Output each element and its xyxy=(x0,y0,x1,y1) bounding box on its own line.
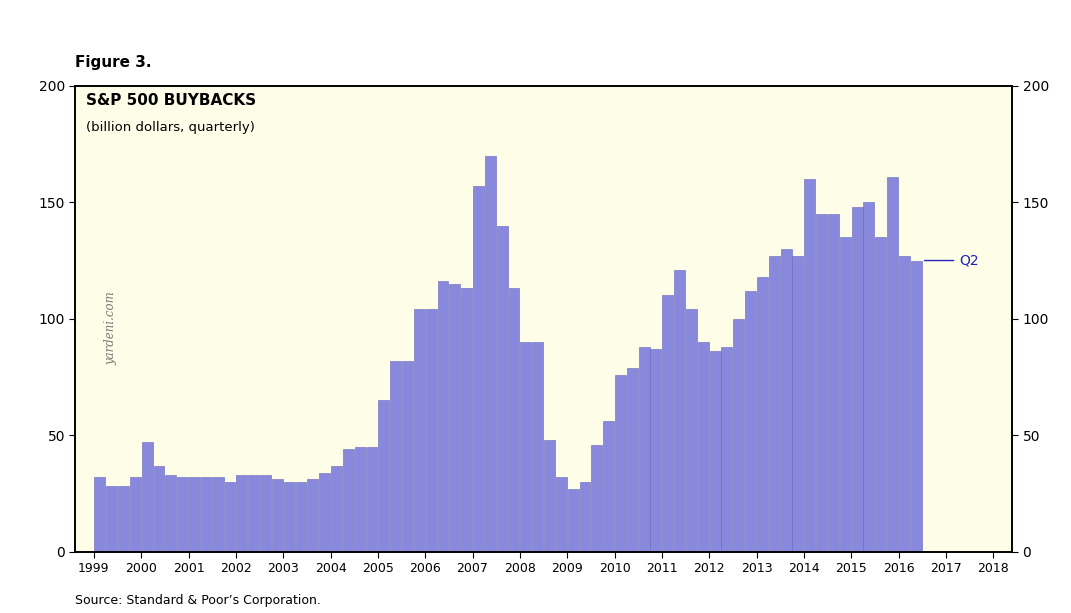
Bar xyxy=(804,179,815,552)
Bar xyxy=(828,214,839,552)
Bar xyxy=(284,482,295,552)
Bar xyxy=(462,289,472,552)
Bar xyxy=(355,447,365,552)
Bar xyxy=(165,475,177,552)
Bar xyxy=(497,226,508,552)
Bar xyxy=(579,482,590,552)
Bar xyxy=(603,421,614,552)
Bar xyxy=(698,342,709,552)
Bar xyxy=(319,473,330,552)
Bar xyxy=(473,186,484,552)
Bar xyxy=(863,202,874,552)
Bar xyxy=(177,477,188,552)
Bar xyxy=(260,475,271,552)
Bar xyxy=(887,177,897,552)
Bar xyxy=(485,156,496,552)
Bar xyxy=(638,347,649,552)
Text: yardeni.com: yardeni.com xyxy=(104,291,117,365)
Bar xyxy=(201,477,212,552)
Bar xyxy=(390,360,401,552)
Bar xyxy=(568,489,578,552)
Bar xyxy=(331,465,342,552)
Bar xyxy=(615,375,625,552)
Bar xyxy=(225,482,236,552)
Bar xyxy=(840,237,850,552)
Bar xyxy=(213,477,224,552)
Bar xyxy=(734,319,744,552)
Bar xyxy=(272,479,283,552)
Bar xyxy=(674,270,685,552)
Bar xyxy=(402,360,413,552)
Bar xyxy=(899,256,910,552)
Text: (billion dollars, quarterly): (billion dollars, quarterly) xyxy=(87,121,255,134)
Bar xyxy=(781,249,791,552)
Bar xyxy=(237,475,247,552)
Bar xyxy=(378,400,389,552)
Bar xyxy=(106,487,117,552)
Bar xyxy=(130,477,140,552)
Bar xyxy=(875,237,886,552)
Text: S&P 500 BUYBACKS: S&P 500 BUYBACKS xyxy=(87,93,256,108)
Bar xyxy=(910,261,922,552)
Bar xyxy=(425,310,437,552)
Bar xyxy=(153,465,165,552)
Bar xyxy=(521,342,531,552)
Bar xyxy=(650,349,662,552)
Bar xyxy=(509,289,519,552)
Bar xyxy=(793,256,803,552)
Bar xyxy=(627,368,637,552)
Bar xyxy=(556,477,567,552)
Bar xyxy=(532,342,543,552)
Bar xyxy=(544,440,555,552)
Bar xyxy=(591,444,602,552)
Text: Q2: Q2 xyxy=(959,254,979,267)
Bar xyxy=(413,310,425,552)
Text: Figure 3.: Figure 3. xyxy=(75,56,151,70)
Bar xyxy=(450,284,461,552)
Bar xyxy=(687,310,697,552)
Bar xyxy=(307,479,318,552)
Bar xyxy=(141,442,152,552)
Bar xyxy=(94,477,105,552)
Text: Source: Standard & Poor’s Corporation.: Source: Standard & Poor’s Corporation. xyxy=(75,594,321,607)
Bar xyxy=(745,291,756,552)
Bar xyxy=(343,449,353,552)
Bar xyxy=(248,475,259,552)
Bar xyxy=(118,487,129,552)
Bar xyxy=(816,214,827,552)
Bar xyxy=(190,477,200,552)
Bar xyxy=(769,256,780,552)
Bar xyxy=(757,277,768,552)
Bar xyxy=(438,281,449,552)
Bar xyxy=(296,482,306,552)
Bar xyxy=(662,295,674,552)
Bar xyxy=(710,351,721,552)
Bar xyxy=(722,347,733,552)
Bar xyxy=(851,207,862,552)
Bar xyxy=(366,447,377,552)
